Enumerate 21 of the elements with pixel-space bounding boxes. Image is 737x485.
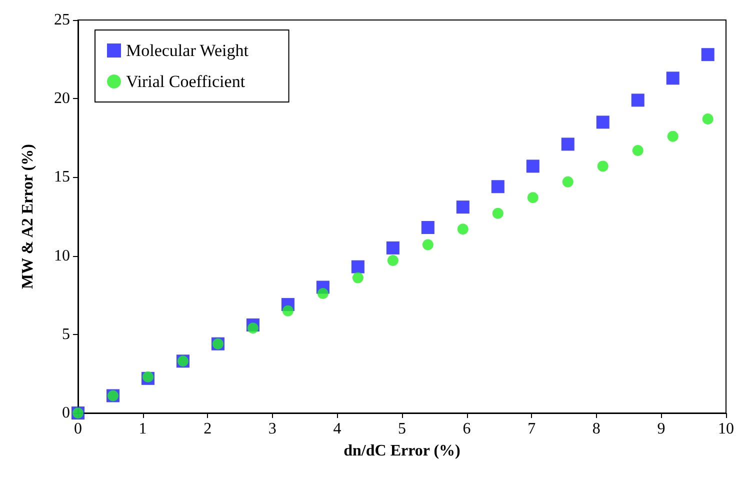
x-tick-label: 0 [74, 420, 82, 438]
x-tick-label: 6 [462, 420, 471, 438]
x-tick-label: 8 [592, 420, 600, 438]
y-tick-label: 5 [62, 326, 70, 343]
x-tick-label: 4 [333, 420, 342, 438]
x-tick-label: 2 [204, 420, 212, 438]
x-tick-label: 7 [528, 420, 536, 438]
legend-label: Virial Coefficient [126, 72, 246, 91]
x-tick-label: 3 [268, 420, 276, 438]
y-tick-label: 20 [54, 90, 70, 108]
y-tick-label: 15 [54, 168, 70, 186]
legend-label: Molecular Weight [126, 41, 249, 60]
x-tick-label: 9 [657, 420, 666, 438]
y-axis-title: MW & A2 Error (%) [20, 144, 36, 289]
y-tick-label: 0 [62, 404, 70, 422]
x-tick-label: 10 [718, 420, 734, 438]
y-tick-label: 10 [54, 247, 70, 264]
x-tick-label: 1 [138, 420, 147, 438]
x-tick-label: 5 [398, 420, 406, 438]
x-axis-title: dn/dC Error (%) [344, 442, 460, 460]
y-tick-label: 25 [54, 12, 70, 28]
